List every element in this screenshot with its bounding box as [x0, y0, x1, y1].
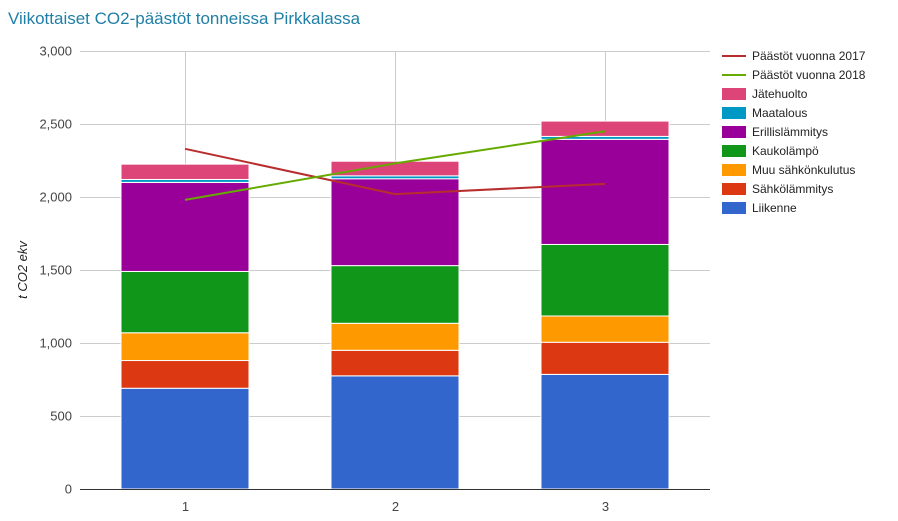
bar-segment-erillisl-mmitys — [120, 181, 250, 272]
x-tick-label: 1 — [182, 499, 189, 514]
bar-segment-j-tehuolto — [330, 160, 460, 177]
legend-label: Muu sähkönkulutus — [752, 163, 855, 177]
y-tick-label: 0 — [65, 482, 72, 497]
legend-label: Kaukolämpö — [752, 144, 819, 158]
bar-segment-j-tehuolto — [120, 163, 250, 180]
y-tick-label: 2,500 — [39, 117, 72, 132]
bar-segment-liikenne — [540, 373, 670, 490]
legend-swatch — [722, 202, 746, 214]
legend-item-j-tehuolto[interactable]: Jätehuolto — [722, 87, 808, 101]
legend-label: Liikenne — [752, 201, 797, 215]
legend-label: Erillislämmitys — [752, 125, 828, 139]
x-tick-label: 3 — [602, 499, 609, 514]
bar-segment-kaukol-mp- — [540, 243, 670, 317]
bar-segment-liikenne — [120, 387, 250, 490]
legend-label: Päästöt vuonna 2017 — [752, 49, 866, 63]
x-tick-label: 2 — [392, 499, 399, 514]
bar-segment-kaukol-mp- — [330, 265, 460, 324]
bar-segment-erillisl-mmitys — [540, 138, 670, 245]
bar-segment-liikenne — [330, 375, 460, 490]
legend-swatch — [722, 164, 746, 176]
y-tick-label: 3,000 — [39, 44, 72, 59]
line-p-st-t-vuonna-2017 — [184, 147, 606, 196]
legend-item-liikenne[interactable]: Liikenne — [722, 201, 797, 215]
legend-swatch — [722, 183, 746, 195]
legend-item-maatalous[interactable]: Maatalous — [722, 106, 807, 120]
bar-segment-s-hk-l-mmitys — [120, 360, 250, 389]
bars — [120, 120, 670, 490]
legend-label: Päästöt vuonna 2018 — [752, 68, 866, 82]
y-tick-label: 500 — [50, 409, 72, 424]
line-p-st-t-vuonna-2018 — [184, 130, 606, 201]
legend-item-kaukol-mp-[interactable]: Kaukolämpö — [722, 144, 819, 158]
legend-item-erillisl-mmitys[interactable]: Erillislämmitys — [722, 125, 828, 139]
bar-segment-s-hk-l-mmitys — [330, 349, 460, 377]
legend-item-p-st-t-vuonna-2018[interactable]: Päästöt vuonna 2018 — [722, 68, 866, 82]
legend-swatch — [722, 107, 746, 119]
legend-item-p-st-t-vuonna-2017[interactable]: Päästöt vuonna 2017 — [722, 49, 866, 63]
bar-segment-kaukol-mp- — [120, 270, 250, 334]
legend-label: Maatalous — [752, 106, 807, 120]
bar-segment-s-hk-l-mmitys — [540, 341, 670, 375]
legend-label: Sähkölämmitys — [752, 182, 833, 196]
legend-item-muu-s-hk-nkulutus[interactable]: Muu sähkönkulutus — [722, 163, 855, 177]
legend-item-s-hk-l-mmitys[interactable]: Sähkölämmitys — [722, 182, 833, 196]
legend-swatch — [722, 88, 746, 100]
legend-swatch — [722, 145, 746, 157]
chart-title: Viikottaiset CO2-päästöt tonneissa Pirkk… — [8, 9, 361, 28]
bar-segment-muu-s-hk-nkulutus — [330, 322, 460, 351]
y-tick-label: 1,500 — [39, 263, 72, 278]
y-axis-label: t CO2 ekv — [15, 240, 30, 299]
series-lines — [184, 130, 606, 201]
legend: Päästöt vuonna 2017 Päästöt vuonna 2018 Jä… — [722, 49, 866, 215]
bar-segment-muu-s-hk-nkulutus — [540, 315, 670, 343]
bar-segment-muu-s-hk-nkulutus — [120, 332, 250, 362]
y-tick-label: 1,000 — [39, 336, 72, 351]
bar-segment-j-tehuolto — [540, 120, 670, 137]
legend-swatch — [722, 126, 746, 138]
legend-label: Jätehuolto — [752, 87, 808, 101]
axes: 0 500 1,000 1,500 2,000 2,500 3,000 1 2 3 — [39, 44, 710, 514]
y-tick-label: 2,000 — [39, 190, 72, 205]
